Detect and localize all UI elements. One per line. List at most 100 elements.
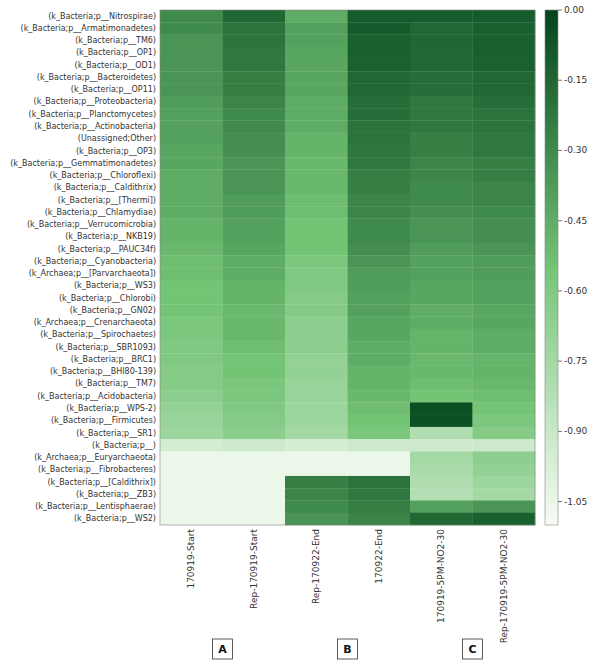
cell: [348, 317, 411, 330]
cell: [348, 120, 411, 133]
cell: [223, 476, 286, 489]
row-labels: (k_Bacteria;p__Nitrospirae) (k_Bacteria;p…: [10, 12, 156, 524]
cell: [410, 402, 473, 415]
cell: [410, 292, 473, 305]
cell: [348, 194, 411, 207]
cell: [473, 378, 536, 391]
row-label: (k_Bacteria;p__Firmicutes): [51, 416, 156, 425]
cell: [473, 317, 536, 330]
cell: [473, 71, 536, 84]
cell: [410, 304, 473, 317]
cell: [223, 206, 286, 219]
group-label: B: [343, 643, 351, 656]
row-label: (k_Bacteria;p__Lentisphaerae): [35, 502, 156, 511]
row-label: (k_Bacteria;p__Bacteroidetes): [37, 73, 156, 82]
cell: [348, 353, 411, 366]
cell: [160, 464, 223, 477]
cell: [160, 71, 223, 84]
cell: [223, 47, 286, 60]
cell: [410, 35, 473, 48]
cell: [410, 206, 473, 219]
cell: [223, 157, 286, 170]
cell: [473, 157, 536, 170]
cell: [473, 206, 536, 219]
row-label: (k_Archaea;p__[Parvarchaeota]): [29, 269, 156, 278]
cell: [348, 133, 411, 146]
cell: [410, 231, 473, 244]
cell: [348, 218, 411, 231]
cell: [160, 439, 223, 452]
cell: [223, 317, 286, 330]
column-label: Rep-170919-5PM-NO2-30: [499, 529, 509, 644]
cell: [223, 439, 286, 452]
cell: [473, 292, 536, 305]
cell: [285, 513, 348, 526]
cell: [473, 353, 536, 366]
cell: [348, 439, 411, 452]
cell: [160, 22, 223, 35]
cell: [160, 378, 223, 391]
row-label: (k_Bacteria;p__WPS-2): [66, 404, 156, 413]
cell: [473, 341, 536, 354]
cell: [473, 427, 536, 440]
cell: [285, 206, 348, 219]
cell: [285, 464, 348, 477]
cell: [348, 182, 411, 195]
cell: [160, 47, 223, 60]
row-label: (k_Bacteria;p__Cyanobacteria): [34, 257, 156, 266]
cell: [473, 268, 536, 281]
cell: [223, 133, 286, 146]
cell: [410, 145, 473, 158]
cell: [410, 353, 473, 366]
cell: [223, 169, 286, 182]
group-box: [338, 639, 358, 659]
cell: [223, 59, 286, 72]
cell: [410, 157, 473, 170]
row-label: (k_Bacteria;p__GN02): [70, 306, 156, 315]
cell: [410, 182, 473, 195]
cell: [160, 10, 223, 23]
colorbar-tick-label: 0.00: [564, 5, 584, 15]
cell: [223, 108, 286, 121]
colorbar-tick-label: -0.15: [564, 75, 587, 85]
cell: [348, 157, 411, 170]
cell: [285, 500, 348, 513]
cell: [348, 500, 411, 513]
cell: [473, 108, 536, 121]
cell: [410, 169, 473, 182]
colorbar-tick: [558, 150, 562, 151]
cell: [160, 329, 223, 342]
row-label: (k_Bacteria;p__OP11): [71, 85, 156, 94]
cell: [223, 292, 286, 305]
row-label: (k_Bacteria;p__Nitrospirae): [48, 12, 156, 21]
colorbar-tick: [558, 10, 562, 11]
cell: [348, 206, 411, 219]
cell: [348, 22, 411, 35]
cell: [223, 366, 286, 379]
cell: [348, 96, 411, 109]
cell: [223, 35, 286, 48]
cell: [410, 71, 473, 84]
cell: [223, 500, 286, 513]
cell: [160, 390, 223, 403]
cell: [160, 488, 223, 501]
cell: [348, 231, 411, 244]
cell: [285, 255, 348, 268]
cell: [410, 476, 473, 489]
row-label: (k_Bacteria;p__PAUC34f): [58, 245, 156, 254]
row-label: (k_Bacteria;p__ZB3): [76, 490, 156, 499]
plot-frame: [160, 10, 535, 525]
cell: [348, 304, 411, 317]
row-label: (k_Bacteria;p__BRC1): [71, 355, 156, 364]
row-label: (k_Bacteria;p__Spirochaetes): [40, 330, 156, 339]
cell: [348, 415, 411, 428]
row-label: (k_Bacteria;p__Planctomycetes): [29, 110, 156, 119]
cell: [473, 488, 536, 501]
cell: [410, 439, 473, 452]
cell: [160, 366, 223, 379]
cells: [160, 10, 535, 525]
cell: [285, 96, 348, 109]
cell: [223, 390, 286, 403]
cell: [473, 402, 536, 415]
cell: [473, 35, 536, 48]
